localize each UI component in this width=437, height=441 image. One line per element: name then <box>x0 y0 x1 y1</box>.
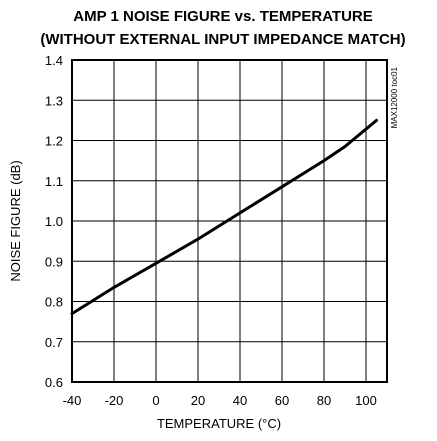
x-tick-label: 20 <box>191 393 205 408</box>
y-tick-label: 1.0 <box>45 214 63 229</box>
x-tick-labels: -40 -20 0 20 40 60 80 100 <box>63 393 377 408</box>
x-tick-label: -20 <box>105 393 124 408</box>
series-line-0 <box>70 118 378 316</box>
x-tick-label: 80 <box>317 393 331 408</box>
figure-code: MAX12000 toc01 <box>390 66 399 128</box>
x-axis-label: TEMPERATURE (°C) <box>157 416 281 431</box>
y-tick-label: 0.8 <box>45 295 63 310</box>
y-tick-label: 0.7 <box>45 335 63 350</box>
y-tick-label: 0.6 <box>45 375 63 390</box>
x-tick-label: 40 <box>233 393 247 408</box>
series-layer <box>70 118 378 316</box>
x-tick-label: 0 <box>152 393 159 408</box>
chart-title: AMP 1 NOISE FIGURE vs. TEMPERATURE <box>73 8 373 25</box>
x-tick-label: 60 <box>275 393 289 408</box>
y-tick-label: 1.1 <box>45 174 63 189</box>
y-axis-label: NOISE FIGURE (dB) <box>8 160 23 281</box>
y-tick-label: 1.2 <box>45 134 63 149</box>
y-tick-label: 1.3 <box>45 93 63 108</box>
x-tick-label: -40 <box>63 393 82 408</box>
chart-subtitle: (WITHOUT EXTERNAL INPUT IMPEDANCE MATCH) <box>40 31 405 48</box>
y-tick-label: 1.4 <box>45 53 63 68</box>
plot-frame <box>71 59 388 383</box>
y-tick-labels: 0.6 0.7 0.8 0.9 1.0 1.1 1.2 1.3 1.4 <box>45 53 63 390</box>
y-tick-label: 0.9 <box>45 254 63 269</box>
x-tick-label: 100 <box>355 393 377 408</box>
